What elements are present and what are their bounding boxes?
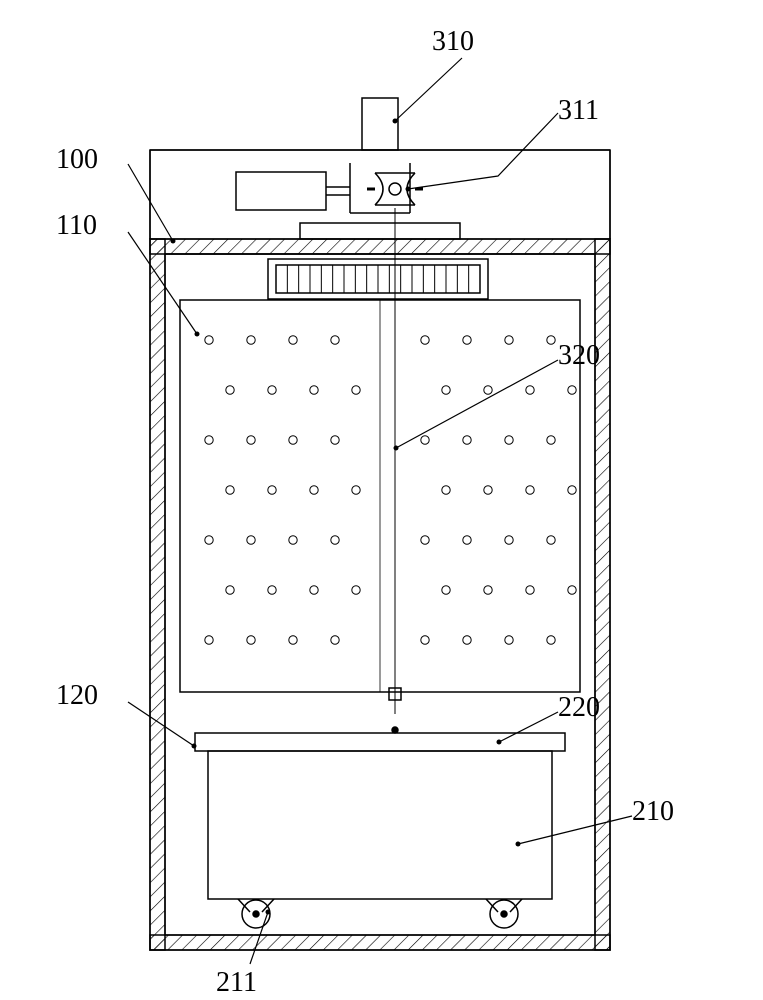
callout-320: 320 bbox=[558, 340, 600, 372]
callout-110: 110 bbox=[56, 210, 97, 242]
callout-211: 211 bbox=[216, 967, 257, 999]
diagram-canvas: 310 311 100 110 320 120 220 210 211 bbox=[0, 0, 763, 1000]
callout-120: 120 bbox=[56, 680, 98, 712]
callout-310: 310 bbox=[432, 26, 474, 58]
callout-311: 311 bbox=[558, 95, 599, 127]
callout-220: 220 bbox=[558, 692, 600, 724]
callout-100: 100 bbox=[56, 144, 98, 176]
callout-210: 210 bbox=[632, 796, 674, 828]
diagram-svg bbox=[0, 0, 763, 1000]
